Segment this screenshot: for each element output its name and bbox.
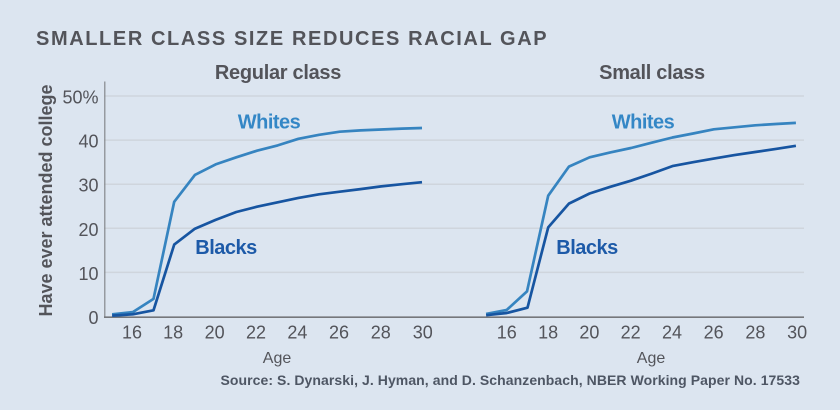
svg-text:0: 0 (88, 308, 98, 328)
svg-text:Small class: Small class (599, 62, 705, 84)
svg-text:16: 16 (122, 323, 142, 343)
svg-text:Whites: Whites (612, 112, 675, 134)
svg-text:SMALLER CLASS SIZE REDUCES RAC: SMALLER CLASS SIZE REDUCES RACIAL GAP (36, 28, 548, 50)
svg-text:Blacks: Blacks (556, 237, 618, 259)
svg-text:30: 30 (78, 176, 98, 196)
svg-text:18: 18 (538, 323, 558, 343)
svg-text:28: 28 (745, 323, 765, 343)
svg-text:26: 26 (704, 323, 724, 343)
svg-text:Have ever attended college: Have ever attended college (36, 84, 56, 316)
svg-text:20: 20 (205, 323, 225, 343)
svg-text:28: 28 (371, 323, 391, 343)
svg-text:24: 24 (287, 323, 307, 343)
svg-text:20: 20 (78, 220, 98, 240)
svg-text:22: 22 (621, 323, 641, 343)
svg-text:50%: 50% (62, 88, 98, 108)
svg-text:22: 22 (246, 323, 266, 343)
svg-text:Blacks: Blacks (195, 237, 257, 259)
svg-text:30: 30 (787, 323, 807, 343)
svg-text:26: 26 (329, 323, 349, 343)
svg-text:30: 30 (413, 323, 433, 343)
svg-text:10: 10 (78, 264, 98, 284)
svg-text:Age: Age (263, 350, 292, 367)
svg-text:40: 40 (78, 132, 98, 152)
svg-text:20: 20 (579, 323, 599, 343)
svg-text:Source: S. Dynarski, J. Hyman,: Source: S. Dynarski, J. Hyman, and D. Sc… (220, 372, 800, 388)
svg-text:16: 16 (497, 323, 517, 343)
svg-text:Regular class: Regular class (215, 62, 341, 84)
svg-text:18: 18 (163, 323, 183, 343)
svg-text:Age: Age (637, 350, 666, 367)
svg-text:24: 24 (662, 323, 682, 343)
svg-text:Whites: Whites (238, 112, 301, 134)
